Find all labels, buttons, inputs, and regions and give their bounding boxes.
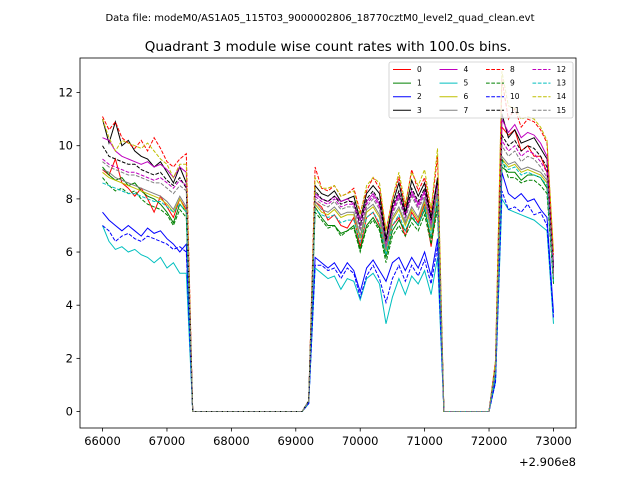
legend-label-10: 10	[510, 92, 520, 101]
legend-label-0: 0	[417, 65, 422, 74]
axes-frame	[79, 57, 577, 429]
x-offset-label: +2.906e8	[519, 455, 576, 469]
y-tick-label: 4	[66, 298, 73, 312]
y-tick-label: 10	[58, 139, 73, 153]
x-tick-label: 70000	[342, 434, 379, 448]
legend-box	[388, 61, 574, 119]
y-tick-label: 0	[66, 405, 73, 419]
axes: 66000 67000 68000 69000 70000 71000 72000 73000…	[58, 57, 577, 448]
legend-label-2: 2	[417, 92, 422, 101]
suptitle: Data file: modeM0/AS1A05_115T03_90000028…	[105, 13, 534, 24]
plot-area	[80, 58, 576, 428]
legend-label-4: 4	[464, 65, 469, 74]
x-tick-label: 71000	[406, 434, 443, 448]
y-tick-label: 2	[66, 351, 73, 365]
x-tick-label: 69000	[277, 434, 314, 448]
legend-label-7: 7	[464, 106, 469, 115]
legend-label-12: 12	[557, 65, 567, 74]
legend-label-6: 6	[464, 92, 469, 101]
chart-title: Quadrant 3 module wise count rates with …	[145, 39, 511, 55]
x-tick-label: 72000	[471, 434, 508, 448]
x-tick-label: 73000	[535, 434, 572, 448]
x-tick-label: 66000	[84, 434, 121, 448]
y-tick-label: 12	[58, 86, 73, 100]
series-layer	[102, 71, 554, 412]
y-tick-label: 8	[66, 192, 73, 206]
legend-label-3: 3	[417, 106, 422, 115]
legend-label-11: 11	[510, 106, 520, 115]
legend-label-5: 5	[464, 79, 469, 88]
series-line-8	[102, 79, 554, 412]
legend-label-8: 8	[510, 65, 515, 74]
legend-label-14: 14	[557, 92, 567, 101]
y-tick-label: 6	[66, 245, 73, 259]
series-line-15	[102, 144, 554, 412]
x-tick-label: 68000	[213, 434, 250, 448]
legend-label-15: 15	[557, 106, 567, 115]
legend-label-13: 13	[557, 79, 567, 88]
legend-label-9: 9	[510, 79, 515, 88]
x-tick-label: 67000	[149, 434, 186, 448]
legend-label-1: 1	[417, 79, 422, 88]
